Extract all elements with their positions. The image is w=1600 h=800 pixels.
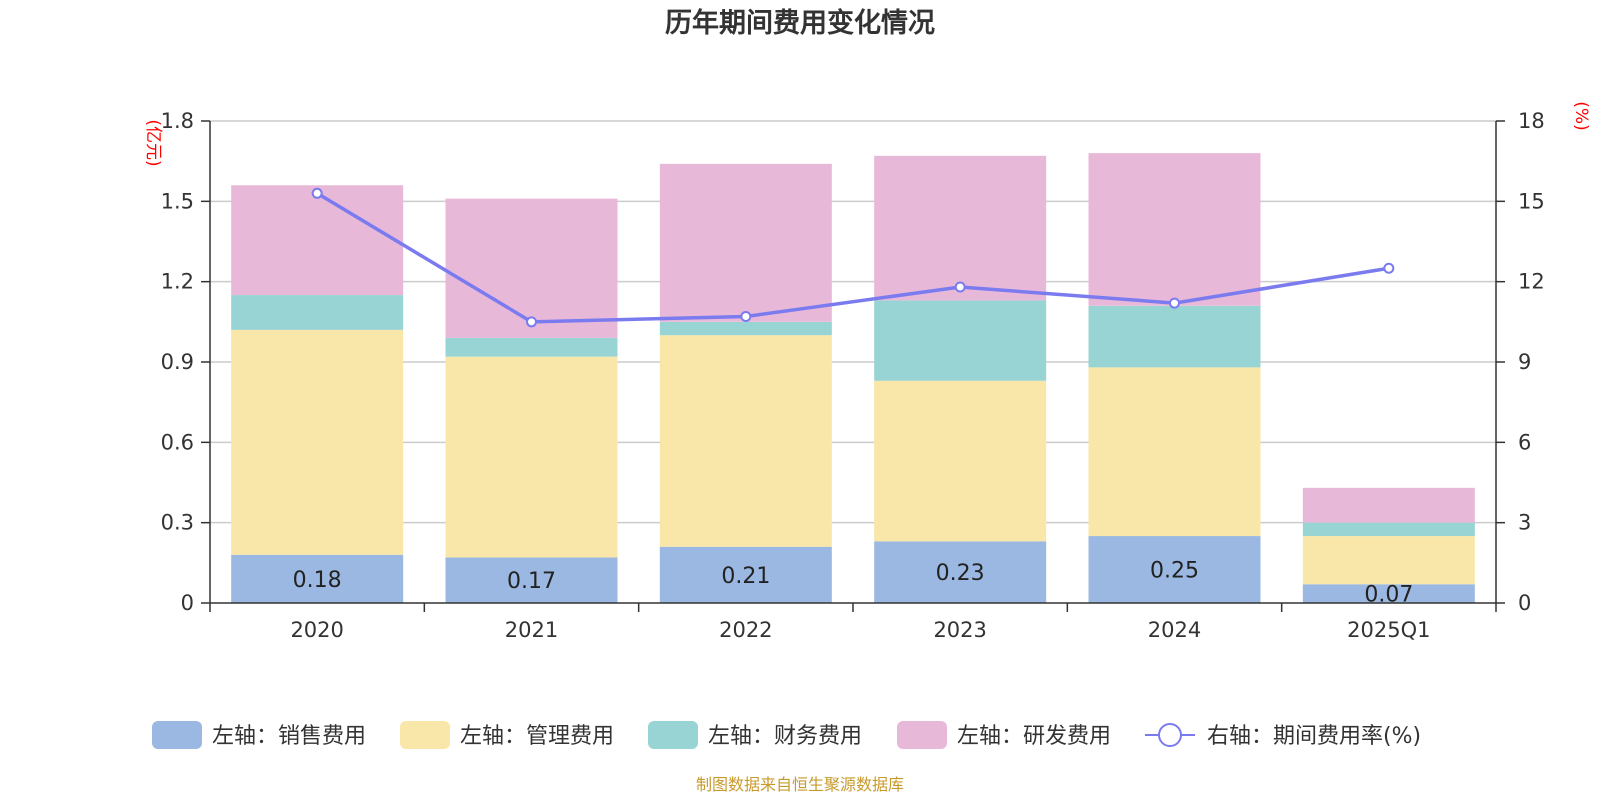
x-tick-label: 2021 [505,618,558,642]
bar-segment [1302,522,1475,537]
x-tick-label: 2022 [719,618,772,642]
legend-swatch [648,721,698,749]
bar-segment [874,380,1047,542]
bar-data-label: 0.23 [936,561,985,586]
bar-data-label: 0.21 [721,564,770,589]
right-tick-label: 9 [1518,350,1531,374]
bar-data-label: 0.25 [1150,559,1199,584]
rate-point [1383,262,1395,274]
chart-title: 历年期间费用变化情况 [665,7,935,39]
bar-segment [874,300,1047,381]
legend-label: 左轴：销售费用 [212,724,366,749]
legend-label: 左轴：管理费用 [460,724,614,749]
bar-segment [231,329,404,555]
x-tick-label: 2024 [1148,618,1201,642]
bar-segment [659,546,832,603]
x-tick-label: 2025Q1 [1347,618,1430,642]
left-tick-label: 1.2 [161,270,194,294]
bar-data-label: 0.18 [293,568,342,593]
bar-segment [445,337,618,357]
rate-point [526,316,537,328]
legend: 左轴：销售费用 左轴：管理费用 左轴：财务费用 左轴：研发费用 右轴：期间费用率(%) [152,721,1421,749]
right-tick-label: 3 [1518,511,1531,535]
left-tick-label: 0 [181,591,194,615]
bar-segment [445,557,618,603]
bar-data-label: 0.17 [507,569,556,594]
right-tick-label: 0 [1518,591,1531,615]
left-tick-label: 0.3 [161,511,194,535]
bar-segment [231,295,404,330]
legend-label: 右轴：期间费用率(%) [1207,724,1421,749]
bar-segment [445,356,618,558]
right-tick-label: 12 [1518,270,1545,294]
x-tick-label: 2020 [290,618,343,642]
bar-segment [231,554,404,603]
bar-series: 0.18 0.17 0.21 0.23 0.25 0.07 [231,153,1475,608]
rate-line [316,191,1390,324]
rate-line-series [311,187,1395,328]
legend-swatch [152,721,202,749]
bar-segment [1088,367,1261,537]
bar-segment [1302,536,1475,585]
right-tick-label: 15 [1518,189,1545,213]
right-axis-unit: (%) [1571,101,1591,130]
right-tick-label: 18 [1518,109,1545,133]
legend-swatch [897,721,947,749]
bar-segment [1302,487,1475,523]
left-axis-unit: (亿元) [143,119,163,166]
legend-marker-swatch [1158,723,1182,747]
bar-data-label: 0.07 [1364,583,1413,608]
bar-segment [659,163,832,322]
bar-segment [659,321,832,336]
left-tick-label: 1.5 [161,189,194,213]
bar-segment [231,185,404,296]
legend-label: 左轴：研发费用 [957,724,1111,749]
bar-segment [1088,153,1261,306]
rate-point [954,281,966,293]
left-tick-label: 0.9 [161,350,194,374]
rate-point [740,310,752,322]
bar-segment [445,198,618,338]
bar-segment [874,155,1047,301]
bar-segment [1302,584,1475,603]
bar-segment [1088,536,1261,603]
bar-segment [1088,305,1261,368]
right-tick-label: 6 [1518,430,1531,454]
bar-segment [659,335,832,547]
bar-segment [874,541,1047,603]
x-tick-label: 2023 [933,618,986,642]
rate-point [1169,297,1180,309]
rate-point [311,187,323,199]
left-tick-label: 1.8 [161,109,194,133]
source-note: 制图数据来自恒生聚源数据库 [696,775,904,794]
axes: 0 0.3 0.6 0.9 1.2 1.5 1.8 0 3 6 9 12 15 18 2020 2021 202… [161,109,1545,642]
legend-swatch [400,721,450,749]
legend-label: 左轴：财务费用 [708,724,862,749]
left-tick-label: 0.6 [161,430,194,454]
grid-lines [210,120,1496,524]
